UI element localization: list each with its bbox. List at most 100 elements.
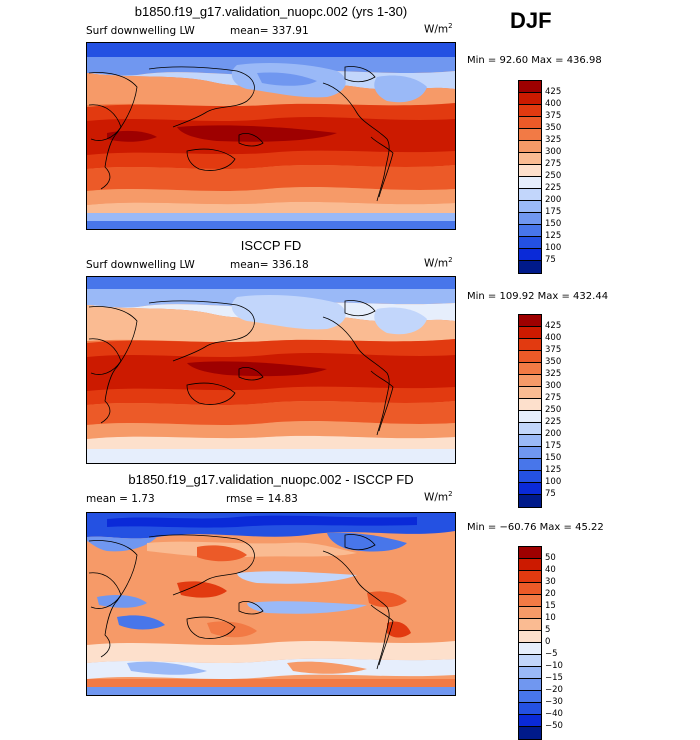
colorbar-swatch bbox=[519, 189, 541, 201]
min-max-label: Min = 109.92 Max = 432.44 bbox=[467, 291, 609, 302]
colorbar-swatch bbox=[519, 655, 541, 667]
colorbar-swatch bbox=[519, 631, 541, 643]
colorbar-swatch bbox=[519, 387, 541, 399]
colorbar-label: 75 bbox=[545, 489, 556, 499]
units-label: W/m2 bbox=[424, 490, 453, 504]
colorbar-swatch bbox=[519, 607, 541, 619]
colorbar-label: 20 bbox=[545, 589, 556, 599]
colorbar-label: 300 bbox=[545, 381, 562, 391]
map-panel bbox=[86, 276, 456, 464]
colorbar-label: 325 bbox=[545, 369, 562, 379]
colorbar-swatch bbox=[519, 547, 541, 559]
colorbar-label: 400 bbox=[545, 99, 562, 109]
colorbar-label: −30 bbox=[545, 697, 563, 707]
colorbar-label: 250 bbox=[545, 405, 562, 415]
colorbar-label: 75 bbox=[545, 255, 556, 265]
colorbar-swatch bbox=[519, 117, 541, 129]
colorbar-swatches bbox=[518, 80, 542, 274]
colorbar-swatch bbox=[519, 715, 541, 727]
colorbar-swatch bbox=[519, 237, 541, 249]
colorbar-swatch bbox=[519, 559, 541, 571]
colorbar-swatch bbox=[519, 619, 541, 631]
colorbar-label: 375 bbox=[545, 111, 562, 121]
colorbar-label: 350 bbox=[545, 357, 562, 367]
colorbar: 50 40 30 20 15 10 5 0 −5 −10 −15 −20 −30… bbox=[518, 546, 563, 740]
colorbar-label: 375 bbox=[545, 345, 562, 355]
colorbar-label: 150 bbox=[545, 219, 562, 229]
mean-label: mean= 337.91 bbox=[230, 25, 309, 37]
colorbar-swatch bbox=[519, 177, 541, 189]
colorbar-swatch bbox=[519, 93, 541, 105]
colorbar-swatches bbox=[518, 546, 542, 740]
colorbar-label: 30 bbox=[545, 577, 556, 587]
colorbar-swatch bbox=[519, 583, 541, 595]
map-field bbox=[87, 513, 455, 695]
colorbar-swatch bbox=[519, 411, 541, 423]
colorbar-swatch bbox=[519, 495, 541, 507]
colorbar-swatch bbox=[519, 727, 541, 739]
mean-label: mean = 1.73 bbox=[86, 493, 155, 505]
map-panel bbox=[86, 512, 456, 696]
variable-label: Surf downwelling LW bbox=[86, 259, 195, 271]
colorbar-swatch bbox=[519, 81, 541, 93]
colorbar-swatch bbox=[519, 423, 541, 435]
colorbar-swatch bbox=[519, 643, 541, 655]
colorbar-label: 10 bbox=[545, 613, 556, 623]
colorbar-label: −50 bbox=[545, 721, 563, 731]
colorbar-swatch bbox=[519, 225, 541, 237]
colorbar-label: 250 bbox=[545, 171, 562, 181]
colorbar-swatch bbox=[519, 213, 541, 225]
colorbar-label: 0 bbox=[545, 637, 551, 647]
colorbar-label: 425 bbox=[545, 87, 562, 97]
colorbar-swatch bbox=[519, 459, 541, 471]
season-label: DJF bbox=[510, 8, 552, 33]
colorbar-label: 200 bbox=[545, 195, 562, 205]
map-field bbox=[87, 277, 455, 463]
colorbar: 425 400 375 350 325 300 275 250 225 200 … bbox=[518, 314, 561, 508]
colorbar-swatch bbox=[519, 315, 541, 327]
colorbar-swatch bbox=[519, 339, 541, 351]
min-max-label: Min = 92.60 Max = 436.98 bbox=[467, 55, 602, 66]
colorbar: 425 400 375 350 325 300 275 250 225 200 … bbox=[518, 80, 561, 274]
units-label: W/m2 bbox=[424, 22, 453, 36]
colorbar-label: 425 bbox=[545, 321, 562, 331]
colorbar-swatch bbox=[519, 667, 541, 679]
colorbar-swatch bbox=[519, 141, 541, 153]
colorbar-swatch bbox=[519, 165, 541, 177]
colorbar-label: 125 bbox=[545, 231, 562, 241]
colorbar-label: 325 bbox=[545, 135, 562, 145]
rmse-label: rmse = 14.83 bbox=[226, 493, 298, 505]
colorbar-swatch bbox=[519, 595, 541, 607]
colorbar-swatch bbox=[519, 153, 541, 165]
colorbar-swatch bbox=[519, 261, 541, 273]
colorbar-label: 225 bbox=[545, 183, 562, 193]
mean-label: mean= 336.18 bbox=[230, 259, 309, 271]
colorbar-label: 350 bbox=[545, 123, 562, 133]
units-label: W/m2 bbox=[424, 256, 453, 270]
colorbar-label: −40 bbox=[545, 709, 563, 719]
panel-title: b1850.f19_g17.validation_nuopc.002 (yrs … bbox=[134, 4, 408, 19]
colorbar-swatch bbox=[519, 351, 541, 363]
map-field bbox=[87, 43, 455, 229]
colorbar-label: 400 bbox=[545, 333, 562, 343]
colorbar-label: 50 bbox=[545, 553, 556, 563]
colorbar-swatch bbox=[519, 447, 541, 459]
colorbar-label: 175 bbox=[545, 207, 562, 217]
colorbar-swatch bbox=[519, 105, 541, 117]
colorbar-label: 100 bbox=[545, 243, 562, 253]
colorbar-swatch bbox=[519, 483, 541, 495]
colorbar-label: 125 bbox=[545, 465, 562, 475]
colorbar-label: 225 bbox=[545, 417, 562, 427]
min-max-label: Min = −60.76 Max = 45.22 bbox=[467, 522, 604, 533]
colorbar-label: −20 bbox=[545, 685, 563, 695]
colorbar-swatch bbox=[519, 201, 541, 213]
colorbar-swatch bbox=[519, 399, 541, 411]
colorbar-label: 15 bbox=[545, 601, 556, 611]
colorbar-swatch bbox=[519, 471, 541, 483]
variable-label: Surf downwelling LW bbox=[86, 25, 195, 37]
panel-title: ISCCP FD bbox=[240, 238, 302, 253]
colorbar-swatch bbox=[519, 363, 541, 375]
colorbar-swatch bbox=[519, 435, 541, 447]
colorbar-swatch bbox=[519, 375, 541, 387]
colorbar-swatch bbox=[519, 249, 541, 261]
